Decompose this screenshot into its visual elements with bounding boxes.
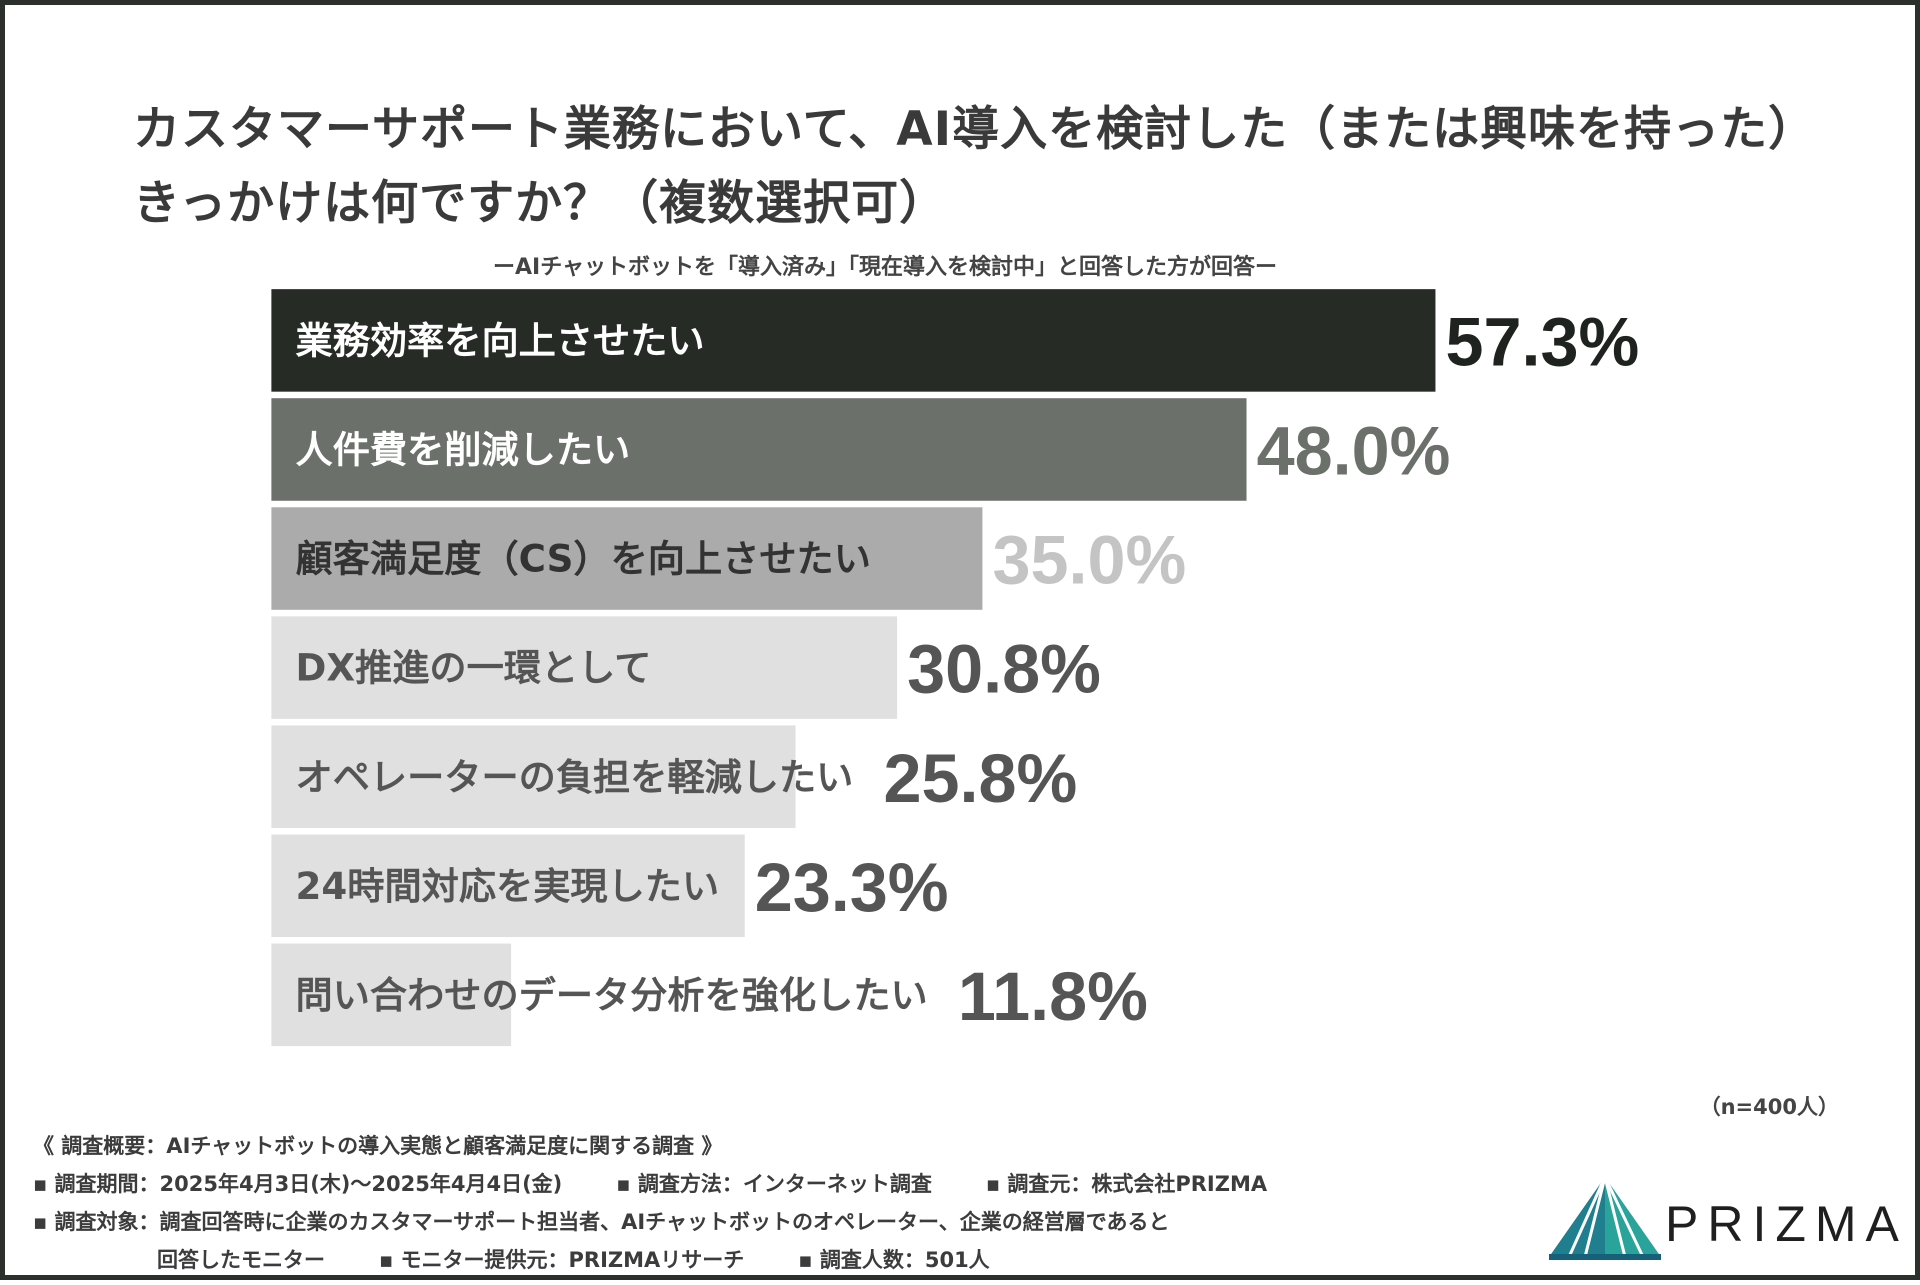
survey-period: ▪ 調査期間：2025年4月3日(木)〜2025年4月4日(金) xyxy=(33,1172,563,1196)
value-label: 35.0% xyxy=(992,523,1186,599)
bar xyxy=(271,289,1436,392)
respondent-count: ▪ 調査人数：501人 xyxy=(798,1248,990,1272)
bar xyxy=(271,616,898,719)
value-label: 25.8% xyxy=(883,741,1077,817)
category-label: 問い合わせのデータ分析を強化したい xyxy=(296,973,928,1017)
bar-group: オペレーターの負担を軽減したい 25.8% xyxy=(271,725,1077,828)
survey-target: ▪ 調査対象：調査回答時に企業のカスタマーサポート担当者、AIチャットボットのオ… xyxy=(33,1210,1170,1234)
bar-chart: 業務効率を向上させたい 57.3% 人件費を削減したい 48.0% 顧客満足度（CS）を… xyxy=(271,289,1639,1047)
category-label: 業務効率を向上させたい xyxy=(296,318,705,362)
value-label: 23.3% xyxy=(755,850,949,926)
bar-group: 人件費を削減したい 48.0% xyxy=(271,398,1450,501)
logo-wordmark: PRIZMA xyxy=(1665,1196,1908,1252)
survey-method: ▪ 調査方法：インターネット調査 xyxy=(616,1172,932,1196)
bar-group: 問い合わせのデータ分析を強化したい 11.8% xyxy=(271,943,1148,1047)
survey-organizer: ▪ 調査元：株式会社PRIZMA xyxy=(985,1172,1268,1196)
value-label: 30.8% xyxy=(907,632,1101,708)
survey-target-cont: 回答したモニター xyxy=(157,1248,325,1272)
category-label: DX推進の一環として xyxy=(296,646,652,690)
survey-overview-title: 《 調査概要：AIチャットボットの導入実態と顧客満足度に関する調査 》 xyxy=(33,1134,723,1158)
bar xyxy=(271,943,512,1047)
bar xyxy=(271,507,983,610)
chart-subtitle: ーAIチャットボットを「導入済み」「現在導入を検討中」と回答した方が回答ー xyxy=(493,255,1277,280)
title-line-2: きっかけは何ですか？（複数選択可） xyxy=(133,176,948,231)
category-label: オペレーターの負担を軽減したい xyxy=(296,755,854,799)
bar xyxy=(271,834,745,938)
value-label: 57.3% xyxy=(1446,305,1640,381)
bar-group: 顧客満足度（CS）を向上させたい 35.0% xyxy=(271,507,1186,610)
bar-group: DX推進の一環として 30.8% xyxy=(271,616,1101,719)
category-label: 人件費を削減したい xyxy=(296,428,631,472)
value-label: 11.8% xyxy=(958,959,1148,1035)
bar xyxy=(271,398,1247,501)
monitor-provider: ▪ モニター提供元：PRIZMAリサーチ xyxy=(379,1248,745,1272)
survey-overview: 《 調査概要：AIチャットボットの導入実態と顧客満足度に関する調査 》 ▪ 調査… xyxy=(33,1127,1267,1279)
chart-title: カスタマーサポート業務において、AI導入を検討した（または興味を持った） きっか… xyxy=(133,93,1833,241)
sample-size-note: （n=400人） xyxy=(1699,1095,1839,1119)
bar-group: 業務効率を向上させたい 57.3% xyxy=(271,289,1639,392)
prizma-logo xyxy=(1549,1176,1661,1260)
category-label: 24時間対応を実現したい xyxy=(296,864,720,908)
bar xyxy=(271,725,796,828)
bar-group: 24時間対応を実現したい 23.3% xyxy=(271,834,949,938)
value-label: 48.0% xyxy=(1257,414,1451,490)
prism-triangle-icon xyxy=(1549,1176,1661,1260)
title-line-1: カスタマーサポート業務において、AI導入を検討した（または興味を持った） xyxy=(133,102,1817,157)
category-label: 顧客満足度（CS）を向上させたい xyxy=(296,537,871,581)
